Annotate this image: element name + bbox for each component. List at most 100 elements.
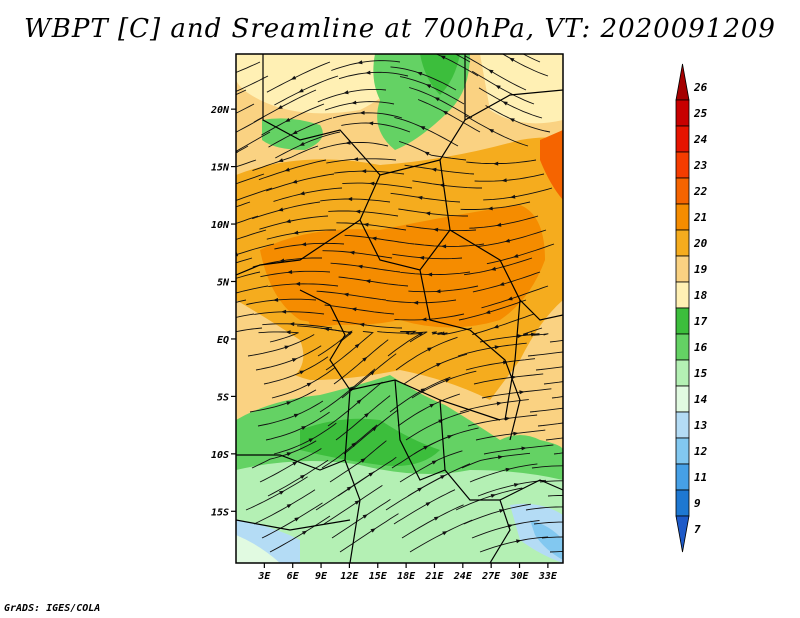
colorbar-label: 25 <box>693 107 708 120</box>
streamline <box>475 429 546 441</box>
boundary-3 <box>464 89 563 121</box>
streamline-arrow <box>362 514 368 519</box>
streamline-arrow <box>353 157 359 162</box>
streamline-arrow <box>513 431 519 436</box>
streamline <box>263 356 329 385</box>
streamline-arrow <box>215 119 220 123</box>
streamline <box>236 187 273 201</box>
streamline-arrow <box>343 292 349 297</box>
streamline <box>469 215 539 229</box>
streamline-arrow <box>294 517 300 522</box>
streamline <box>253 89 317 123</box>
streamline <box>549 551 563 553</box>
lon-tick-label: 3E <box>257 571 271 582</box>
streamline-arrow <box>440 55 446 60</box>
streamline-arrow <box>439 331 445 336</box>
streamline <box>386 299 457 304</box>
streamline <box>465 358 536 371</box>
streamline <box>399 450 463 483</box>
streamline <box>236 145 249 154</box>
streamline <box>397 393 461 427</box>
streamline-arrow <box>496 222 502 227</box>
streamline-arrow <box>433 227 439 232</box>
colorbar-segment <box>675 385 690 413</box>
streamline <box>318 141 389 150</box>
streamline <box>260 270 331 278</box>
streamline <box>344 234 415 245</box>
streamline <box>267 459 329 497</box>
streamline-arrow <box>354 500 360 505</box>
streamline <box>471 520 540 539</box>
streamline <box>343 409 399 455</box>
streamline-arrow <box>425 84 432 89</box>
map-frame <box>235 53 564 564</box>
lon-tick-label: 24E <box>453 571 473 582</box>
streamline-arrow <box>371 236 377 241</box>
streamline-arrow <box>301 242 307 247</box>
streamline <box>341 122 411 133</box>
field-blue-se2 <box>530 520 563 560</box>
colorbar-segment <box>675 255 690 283</box>
streamline-arrow <box>220 75 225 79</box>
streamline-arrow <box>419 255 425 260</box>
streamline <box>261 502 323 539</box>
streamline <box>404 164 475 175</box>
streamline-arrow <box>360 458 366 463</box>
streamline <box>414 243 485 247</box>
streamline-arrow <box>505 467 511 472</box>
streamline-arrow <box>371 426 377 432</box>
streamline-arrow <box>346 486 352 491</box>
lat-tick-label: 5N <box>217 277 230 288</box>
streamline-arrow <box>499 282 505 286</box>
streamline <box>406 225 477 232</box>
streamline-arrow <box>224 134 229 138</box>
streamline <box>409 519 473 553</box>
streamline-arrow <box>586 495 591 499</box>
streamline <box>479 536 549 553</box>
colorbar-label: 16 <box>694 341 708 354</box>
streamline-arrow <box>423 445 429 450</box>
streamline-arrow <box>501 178 507 183</box>
colorbar-bottom-arrow <box>675 515 690 553</box>
colorbar-label: 26 <box>693 81 708 94</box>
streamline <box>472 271 541 293</box>
streamline-arrow <box>301 426 307 430</box>
streamline-arrow <box>345 140 351 145</box>
boundary-10 <box>394 379 446 481</box>
streamline-arrow <box>490 494 496 498</box>
streamline-arrow <box>355 209 361 214</box>
streamline <box>236 173 265 185</box>
streamline <box>273 187 343 202</box>
streamline-arrow <box>513 483 520 487</box>
streamline <box>474 173 545 182</box>
streamline <box>483 187 553 201</box>
streamline <box>246 298 317 305</box>
streamline <box>247 334 315 357</box>
streamline-arrow <box>519 390 525 395</box>
streamline-arrow <box>368 121 374 126</box>
streamline <box>339 513 399 553</box>
streamline-arrow <box>298 88 304 93</box>
streamline-arrow <box>496 401 502 406</box>
streamline-arrow <box>211 268 216 272</box>
boundary-11 <box>236 454 346 471</box>
streamline <box>399 140 467 161</box>
streamline <box>459 399 529 413</box>
streamline <box>329 440 387 483</box>
streamline <box>236 285 269 294</box>
streamline <box>481 285 549 309</box>
streamline-arrow <box>433 516 440 521</box>
streamline <box>464 257 533 276</box>
longitude-axis: 3E 6E 9E 12E 15E 18E 21E 24E 27E 30E 33E <box>257 563 558 582</box>
streamline-arrow <box>292 179 298 184</box>
streamline-arrow <box>588 551 593 555</box>
streamline <box>529 407 563 413</box>
streamline <box>258 331 299 343</box>
streamline-arrow <box>286 503 292 509</box>
streamline-arrow <box>510 194 516 199</box>
streamline <box>336 222 407 231</box>
streamline-arrow <box>287 270 293 274</box>
lat-tick-label: 10N <box>211 220 230 231</box>
colorbar-segment <box>675 489 690 517</box>
